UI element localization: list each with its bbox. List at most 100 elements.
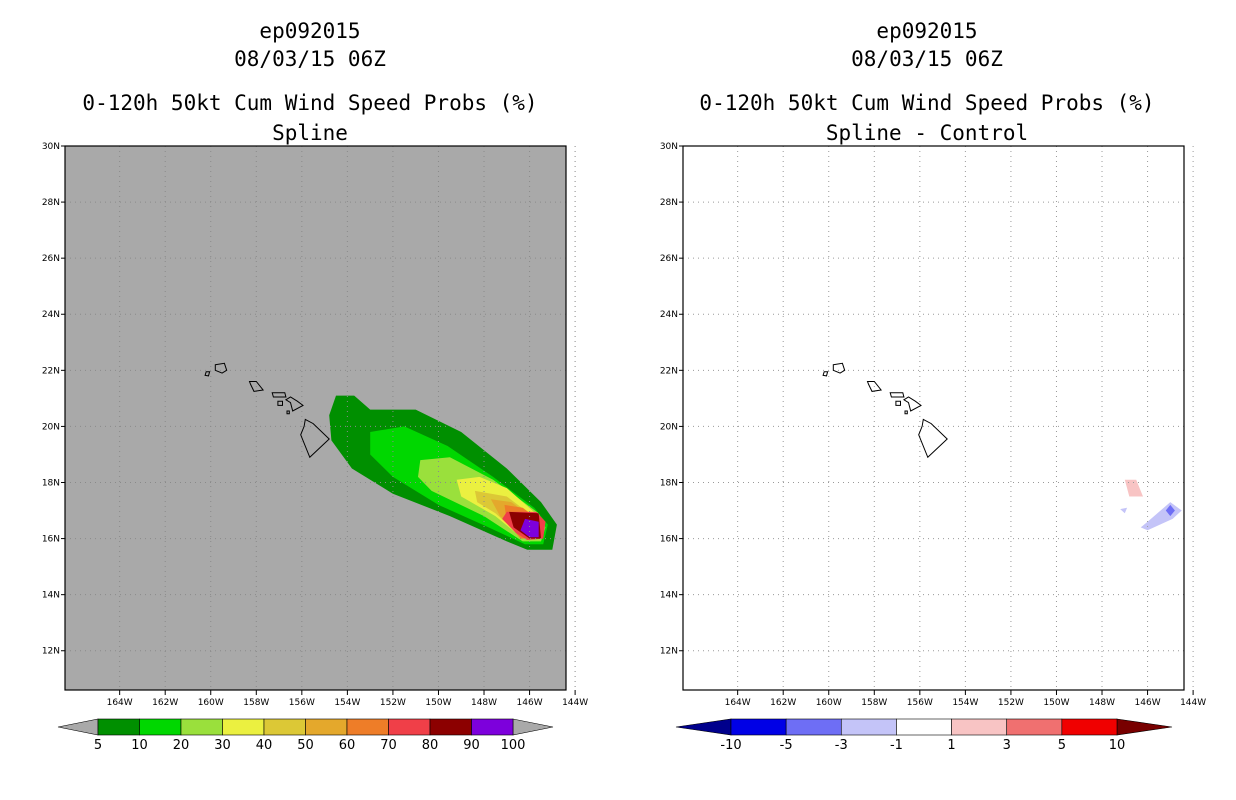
left-y-tick-label: 30N xyxy=(42,142,60,152)
right-colorbar-cell-5 xyxy=(1006,718,1063,736)
left-y-tick-label: 16N xyxy=(42,535,60,545)
left-panel: ep092015 08/03/15 06Z 0-120h 50kt Cum Wi… xyxy=(42,19,588,753)
right-island-7 xyxy=(918,418,948,459)
left-colorbar-label: 50 xyxy=(297,738,314,753)
left-x-tick-label: 150W xyxy=(425,698,451,708)
right-colorbar-cell-4 xyxy=(951,718,1008,736)
left-coastlines xyxy=(204,362,330,459)
right-colorbar-label: 1 xyxy=(947,738,955,753)
left-colorbar-cell-4 xyxy=(263,718,306,736)
left-title-line-1: ep092015 xyxy=(259,19,360,43)
left-colorbar-label: 80 xyxy=(422,738,439,753)
left-colorbar-cell-5 xyxy=(305,718,348,736)
right-y-tick-label: 22N xyxy=(660,366,678,376)
left-colorbar-low-end xyxy=(57,718,99,736)
right-x-tick-label: 158W xyxy=(861,698,887,708)
left-island-2 xyxy=(248,381,265,392)
right-y-tick-label: 28N xyxy=(660,198,678,208)
right-colorbar-high-end xyxy=(1116,718,1173,736)
left-colorbar-label: 40 xyxy=(256,738,273,753)
right-x-tick-label: 154W xyxy=(952,698,978,708)
left-map-background xyxy=(65,146,566,690)
right-colorbar-label: 3 xyxy=(1003,738,1011,753)
right-map-background xyxy=(683,146,1184,690)
right-colorbar-label: -3 xyxy=(835,738,848,753)
left-colorbar-high-end xyxy=(512,718,554,736)
left-colorbar-cell-2 xyxy=(180,718,223,736)
right-colorbar-label: 5 xyxy=(1058,738,1066,753)
left-x-tick-label: 154W xyxy=(334,698,360,708)
left-x-tick-label: 152W xyxy=(380,698,406,708)
left-island-1 xyxy=(204,371,211,377)
right-y-tick-label: 12N xyxy=(660,647,678,657)
left-contour-9 xyxy=(520,518,539,538)
right-x-tick-label: 156W xyxy=(907,698,933,708)
left-colorbar-label: 100 xyxy=(501,738,526,753)
right-colorbar-label: -5 xyxy=(780,738,793,753)
right-map-frame xyxy=(682,145,1185,691)
right-x-tick-label: 162W xyxy=(770,698,796,708)
right-title-line-4: Spline - Control xyxy=(826,121,1028,145)
right-colorbar-label: -1 xyxy=(890,738,903,753)
right-title-line-3: 0-120h 50kt Cum Wind Speed Probs (%) xyxy=(699,91,1154,115)
left-x-tick-label: 156W xyxy=(289,698,315,708)
left-colorbar-cell-3 xyxy=(222,718,265,736)
right-contour-2 xyxy=(1120,507,1128,514)
left-colorbar-label: 5 xyxy=(94,738,102,753)
left-x-tick-label: 144W xyxy=(562,698,588,708)
left-island-3 xyxy=(271,392,287,398)
right-colorbar-label: -10 xyxy=(720,738,741,753)
right-y-tick-label: 24N xyxy=(660,310,678,320)
right-colorbar-label: 10 xyxy=(1109,738,1126,753)
right-y-axis-ticks: 12N 14N 16N 18N 20N 22N 24N 26N 28N 30N xyxy=(660,142,683,657)
left-map-frame xyxy=(64,145,567,691)
left-y-tick-label: 12N xyxy=(42,647,60,657)
left-colorbar-label: 60 xyxy=(339,738,356,753)
left-x-tick-label: 162W xyxy=(152,698,178,708)
left-y-tick-label: 14N xyxy=(42,591,60,601)
left-y-tick-label: 20N xyxy=(42,422,60,432)
right-island-4 xyxy=(902,396,922,412)
left-colorbar-cell-8 xyxy=(429,718,472,736)
left-y-tick-label: 18N xyxy=(42,478,60,488)
right-colorbar-cell-6 xyxy=(1061,718,1118,736)
right-x-tick-label: 144W xyxy=(1180,698,1206,708)
right-island-3 xyxy=(889,392,905,398)
right-island-6 xyxy=(904,410,908,415)
left-colorbar-cell-7 xyxy=(388,718,431,736)
right-panel: ep092015 08/03/15 06Z 0-120h 50kt Cum Wi… xyxy=(660,19,1206,753)
left-colorbar-cell-6 xyxy=(346,718,389,736)
right-island-0 xyxy=(832,362,846,374)
right-y-tick-label: 30N xyxy=(660,142,678,152)
right-contour-3 xyxy=(1165,504,1175,517)
left-probability-contours xyxy=(329,395,557,550)
left-x-tick-label: 148W xyxy=(471,698,497,708)
right-x-tick-label: 146W xyxy=(1135,698,1161,708)
left-colorbar-label: 10 xyxy=(131,738,148,753)
left-colorbar-label: 20 xyxy=(173,738,190,753)
left-island-6 xyxy=(286,410,290,415)
left-colorbar-label: 90 xyxy=(463,738,480,753)
right-y-tick-label: 16N xyxy=(660,535,678,545)
left-y-tick-label: 28N xyxy=(42,198,60,208)
right-title-line-2: 08/03/15 06Z xyxy=(851,47,1003,71)
left-x-tick-label: 158W xyxy=(243,698,269,708)
right-coastlines xyxy=(822,362,948,459)
right-y-tick-label: 26N xyxy=(660,254,678,264)
left-colorbar-label: 30 xyxy=(214,738,231,753)
left-y-axis-ticks: 12N 14N 16N 18N 20N 22N 24N 26N 28N 30N xyxy=(42,142,65,657)
right-colorbar-low-end xyxy=(675,718,732,736)
left-island-0 xyxy=(214,362,228,374)
left-island-4 xyxy=(284,396,304,412)
right-x-tick-label: 150W xyxy=(1043,698,1069,708)
right-colorbar-cell-3 xyxy=(896,718,952,736)
left-y-tick-label: 22N xyxy=(42,366,60,376)
right-contour-0 xyxy=(1124,479,1143,497)
left-colorbar-cell-0 xyxy=(97,718,140,736)
left-colorbar-label: 70 xyxy=(380,738,397,753)
left-x-tick-label: 160W xyxy=(198,698,224,708)
left-colorbar-cell-1 xyxy=(139,718,182,736)
right-y-tick-label: 18N xyxy=(660,478,678,488)
left-y-tick-label: 24N xyxy=(42,310,60,320)
left-title-line-2: 08/03/15 06Z xyxy=(234,47,386,71)
